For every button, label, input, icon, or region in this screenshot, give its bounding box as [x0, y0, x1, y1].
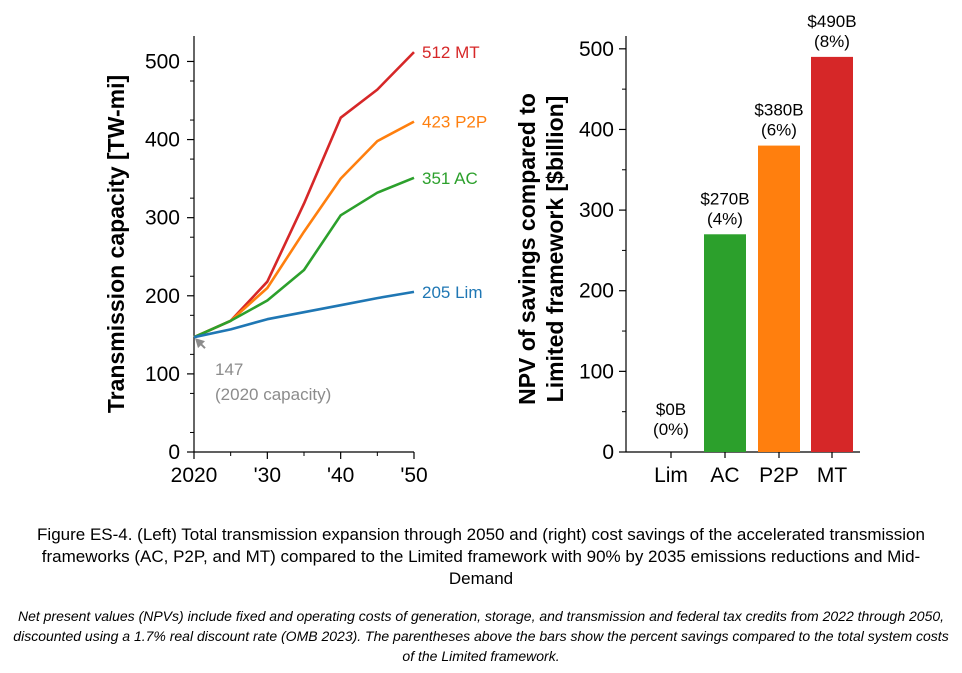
- series-line-lim: [193, 290, 415, 339]
- y-tick-label: 400: [145, 129, 180, 152]
- y-tick-label: 300: [145, 207, 180, 230]
- annotation-value: 147: [215, 360, 243, 379]
- bar-percent-label-mt: (8%): [814, 32, 850, 51]
- bar-value-label-mt: $490B: [807, 12, 856, 31]
- series-line-mt: [193, 51, 415, 339]
- figure-caption: Figure ES-4. (Left) Total transmission e…: [37, 525, 925, 588]
- bar-value-label-p2p: $380B: [754, 101, 803, 120]
- y-tick-label: 200: [145, 285, 180, 308]
- y-tick-label: 0: [168, 441, 180, 464]
- bar-percent-label-p2p: (6%): [761, 121, 797, 140]
- x-tick-label: Lim: [654, 464, 688, 487]
- series-line-p2p: [193, 120, 415, 339]
- x-tick-label: 2020: [171, 464, 218, 487]
- x-tick-label: P2P: [759, 464, 799, 487]
- bar-value-label-ac: $270B: [700, 189, 749, 208]
- y-tick-label: 200: [579, 280, 614, 303]
- y-axis-label-line2: Limited framework [$billion]: [542, 96, 568, 403]
- x-tick-label: '40: [327, 464, 354, 487]
- y-tick-label: 400: [579, 118, 614, 141]
- series-end-label-p2p: 423 P2P: [422, 113, 487, 132]
- bar-ac: [704, 234, 746, 452]
- bar-mt: [811, 56, 853, 452]
- bar-percent-label-ac: (4%): [707, 209, 743, 228]
- series-end-label-lim: 205 Lim: [422, 283, 482, 302]
- bar-p2p: [758, 145, 800, 452]
- x-tick-label: MT: [817, 464, 847, 487]
- figure: 0 100 200 300 400 500 2020 '30 '40 '50 Transmissio…: [103, 12, 860, 487]
- figure-note: Net present values (NPVs) include fixed …: [13, 608, 949, 664]
- x-tick-label: '50: [400, 464, 427, 487]
- series-end-label-ac: 351 AC: [422, 169, 478, 188]
- x-tick-label: AC: [710, 464, 739, 487]
- series-end-label-mt: 512 MT: [422, 43, 480, 62]
- line-chart-transmission-capacity: 0 100 200 300 400 500 2020 '30 '40 '50 Transmissio…: [103, 36, 487, 487]
- bar-chart-npv-savings: 0 100 200 300 400 500 NPV of savings compared …: [514, 12, 860, 487]
- y-tick-label: 100: [579, 360, 614, 383]
- y-tick-label: 0: [602, 441, 614, 464]
- bar-value-label-lim: $0B: [656, 400, 686, 419]
- annotation-text: (2020 capacity): [215, 385, 331, 404]
- x-tick-label: '30: [254, 464, 281, 487]
- y-axis-label: Transmission capacity [TW-mi]: [103, 75, 129, 413]
- y-tick-label: 100: [145, 363, 180, 386]
- y-axis-label-line1: NPV of savings compared to: [514, 93, 540, 405]
- series-line-ac: [193, 176, 415, 339]
- annotation-arrowhead: [195, 338, 205, 349]
- y-tick-label: 500: [145, 50, 180, 73]
- y-tick-label: 300: [579, 199, 614, 222]
- y-tick-label: 500: [579, 38, 614, 61]
- bar-percent-label-lim: (0%): [653, 420, 689, 439]
